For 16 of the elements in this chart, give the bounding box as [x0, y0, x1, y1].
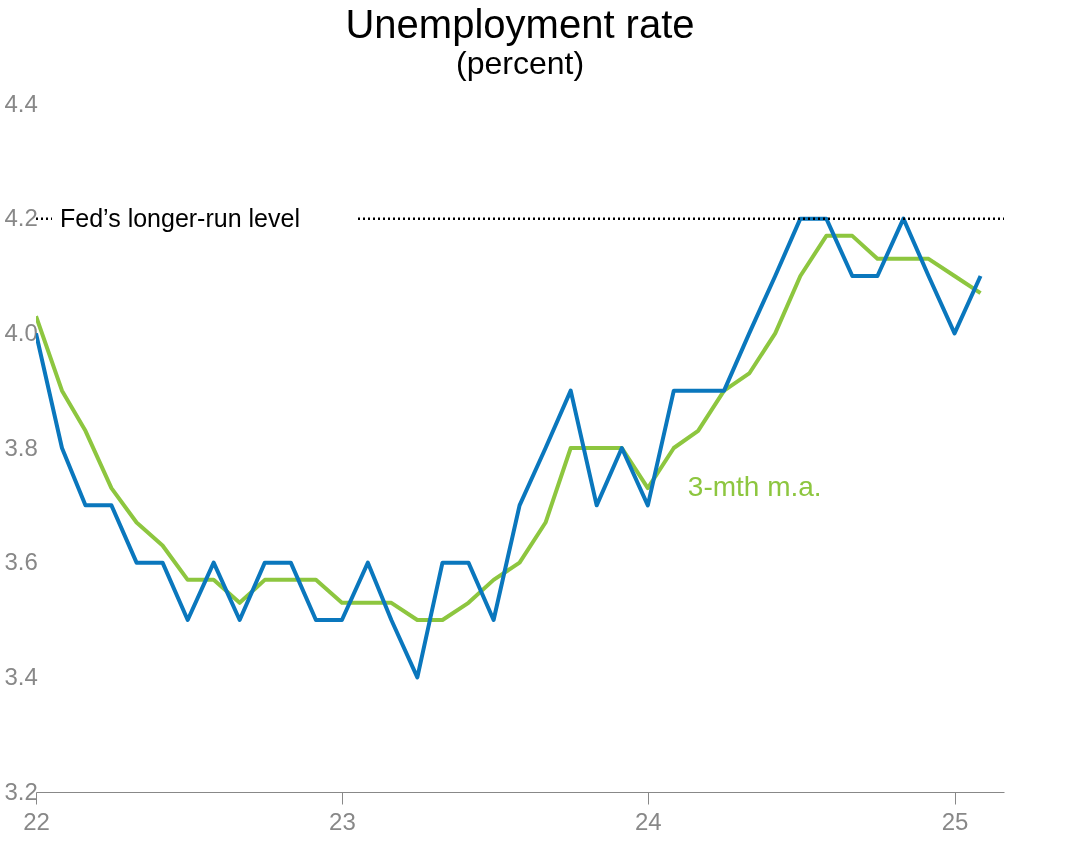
ref-line-label: Fed’s longer-run level	[60, 203, 300, 232]
x-tick-label: 25	[941, 807, 969, 835]
x-tick-label: 24	[634, 807, 662, 835]
y-tick-label: 3.2	[4, 777, 38, 805]
y-tick-label: 4.0	[4, 318, 38, 346]
chart-subtitle: (percent)	[455, 45, 585, 81]
line-series	[36, 233, 983, 622]
y-tick-label: 4.2	[4, 204, 38, 232]
y-tick-label: 3.8	[4, 433, 38, 461]
series-label: 3-mth m.a.	[687, 471, 822, 503]
y-tick-label: 3.4	[4, 662, 38, 690]
x-tick-label: 22	[23, 807, 50, 835]
chart-title: Unemployment rate	[345, 2, 695, 46]
y-tick-label: 4.4	[4, 89, 38, 117]
y-tick-label: 3.6	[4, 548, 38, 576]
x-tick-label: 23	[329, 807, 356, 835]
